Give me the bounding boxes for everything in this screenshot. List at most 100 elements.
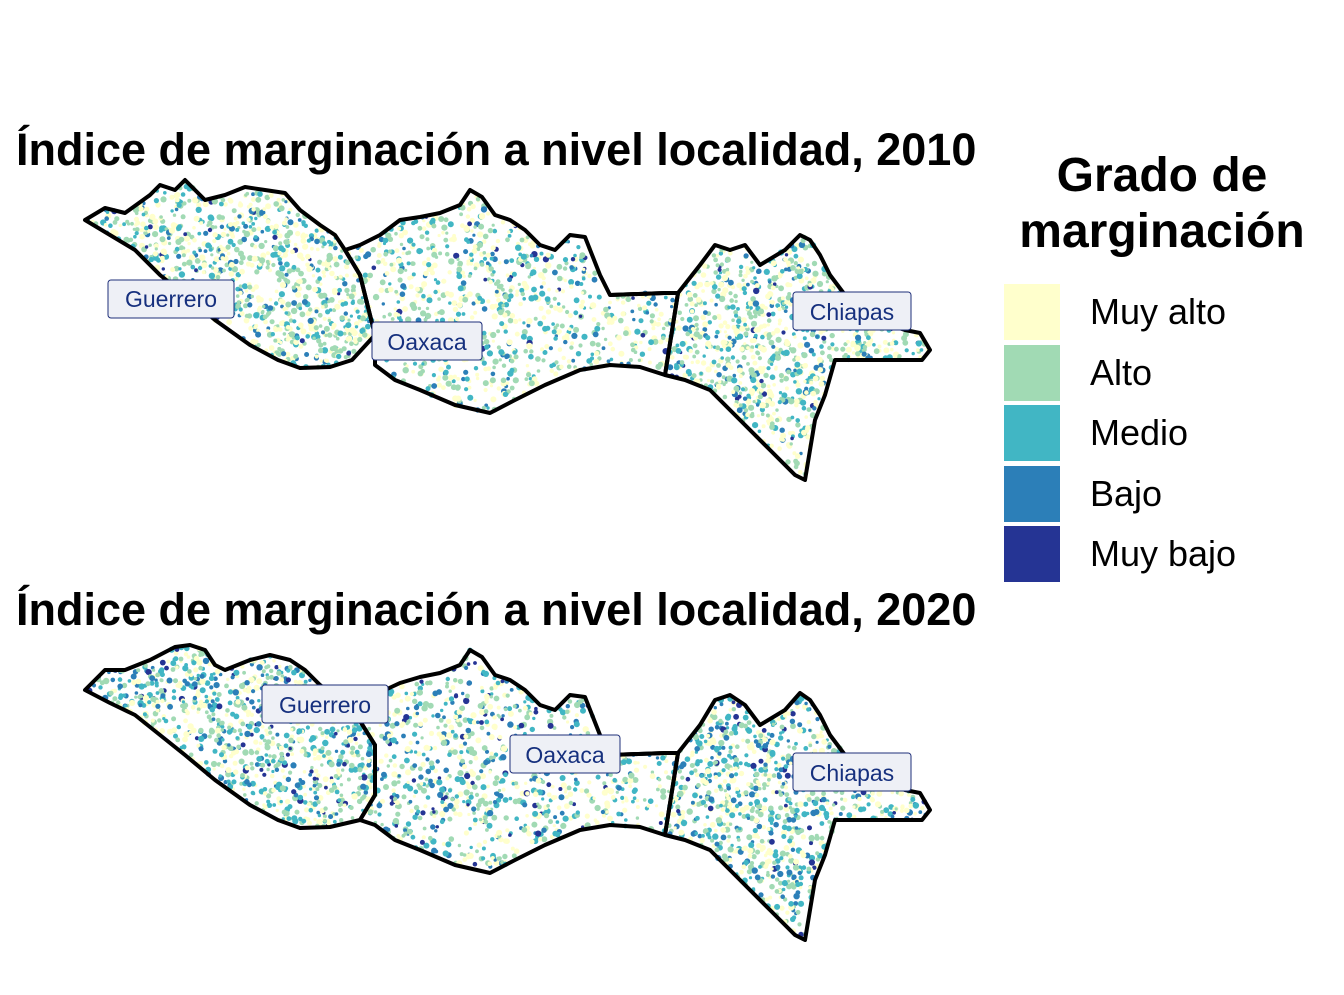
locality-dot: [757, 356, 763, 361]
locality-dot: [738, 770, 745, 777]
locality-dot: [618, 317, 624, 324]
locality-dot: [795, 909, 801, 915]
locality-dot: [597, 356, 602, 361]
locality-dot: [494, 791, 500, 797]
locality-dot: [105, 210, 110, 214]
locality-dot: [483, 709, 489, 714]
locality-dot: [736, 407, 743, 414]
locality-dot: [210, 760, 218, 768]
locality-dot: [592, 796, 596, 800]
locality-dot: [421, 752, 426, 757]
locality-dot: [238, 284, 243, 288]
locality-dot: [457, 722, 463, 728]
locality-dot: [196, 202, 202, 208]
locality-dot: [313, 795, 320, 801]
locality-dot: [646, 804, 651, 808]
locality-dot: [679, 340, 686, 347]
locality-dot: [445, 380, 452, 387]
locality-dot: [271, 769, 275, 774]
locality-dot: [685, 368, 692, 375]
locality-dot: [231, 779, 237, 785]
locality-dot: [766, 318, 772, 323]
locality-dot: [308, 307, 313, 312]
locality-dot: [490, 251, 495, 257]
locality-dot: [475, 737, 482, 744]
locality-dot: [214, 668, 221, 675]
locality-dot: [735, 744, 740, 749]
locality-dot: [493, 303, 499, 309]
locality-dot: [457, 811, 463, 818]
locality-dot: [243, 317, 250, 324]
locality-dot: [386, 764, 390, 768]
locality-dot: [399, 242, 404, 247]
locality-dot: [643, 764, 648, 769]
locality-dot: [278, 327, 283, 332]
locality-dot: [365, 251, 372, 258]
locality-dot: [134, 691, 139, 695]
locality-dot: [312, 751, 317, 757]
locality-dot: [482, 233, 489, 240]
locality-dot: [255, 721, 262, 727]
locality-dot: [183, 652, 189, 657]
locality-dot: [443, 723, 448, 728]
locality-dot: [249, 262, 255, 268]
locality-dot: [491, 339, 495, 343]
locality-dot: [149, 213, 156, 220]
locality-dot: [680, 775, 685, 780]
locality-dot: [339, 793, 344, 798]
locality-dot: [443, 767, 450, 774]
locality-dot: [430, 824, 436, 830]
locality-dot: [325, 735, 329, 739]
locality-dot: [567, 327, 572, 331]
locality-dot: [365, 323, 371, 330]
locality-dot: [160, 196, 167, 203]
locality-dot: [512, 350, 517, 355]
locality-dot: [755, 382, 762, 388]
locality-dot: [790, 415, 795, 420]
locality-dot: [691, 373, 697, 379]
locality-dot: [411, 242, 416, 247]
locality-dot: [442, 374, 449, 381]
locality-dot: [772, 383, 776, 387]
locality-dot: [298, 816, 303, 822]
locality-dot: [490, 856, 495, 861]
locality-dot: [279, 340, 283, 345]
locality-dot: [673, 364, 680, 371]
locality-dot: [452, 749, 458, 755]
locality-dot: [312, 776, 317, 781]
locality-dot: [484, 693, 490, 700]
locality-dot: [413, 722, 419, 728]
locality-dot: [143, 663, 148, 668]
locality-dot: [562, 715, 567, 720]
locality-dot: [244, 289, 249, 293]
locality-dot: [303, 800, 308, 805]
locality-dot: [412, 794, 416, 798]
locality-dot: [795, 422, 801, 428]
locality-dot: [170, 667, 176, 672]
locality-dot: [493, 858, 497, 862]
locality-dot: [212, 691, 217, 696]
locality-dot: [733, 761, 739, 768]
locality-dot: [206, 714, 212, 720]
locality-dot: [398, 233, 404, 239]
locality-dot: [778, 372, 785, 379]
locality-dot: [569, 265, 574, 270]
locality-dot: [440, 800, 445, 804]
locality-dot: [296, 737, 301, 742]
locality-dot: [699, 371, 703, 375]
locality-dot: [302, 784, 307, 789]
locality-dot: [541, 315, 547, 320]
locality-dot: [351, 727, 358, 733]
locality-dot: [422, 717, 428, 723]
locality-dot: [148, 256, 154, 263]
locality-dot: [114, 216, 120, 222]
locality-dot: [493, 695, 500, 702]
locality-dot: [466, 717, 471, 722]
locality-dot: [483, 338, 490, 345]
locality-dot: [453, 733, 458, 738]
locality-dot: [759, 303, 766, 310]
locality-dot: [417, 225, 423, 231]
locality-dot: [335, 336, 340, 341]
locality-dot: [303, 792, 307, 797]
locality-dot: [460, 223, 465, 229]
